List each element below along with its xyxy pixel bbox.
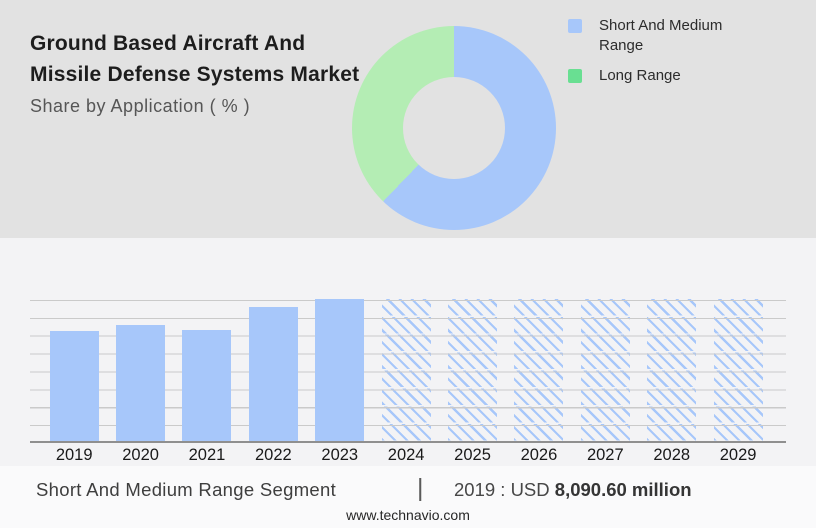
legend: Short And Medium Range Long Range (568, 16, 757, 86)
bar-2021 (182, 330, 232, 441)
separator-bar: | (417, 474, 424, 502)
donut-hole (403, 77, 505, 179)
value-line: 2019 : USD 8,090.60 million (454, 479, 692, 501)
page-title-line1: Ground Based Aircraft And (30, 32, 306, 55)
year-label-2026: 2026 (520, 446, 558, 464)
website-url: www.technavio.com (346, 507, 470, 523)
year-label-2019: 2019 (55, 446, 93, 464)
page-title-line2: Missile Defense Systems Market (30, 63, 360, 86)
year-labels: 2019 2020 2021 2022 2023 2024 2025 2026 2027 2028… (41, 446, 771, 465)
legend-label: Long Range (599, 67, 681, 84)
year-label-2028: 2028 (653, 446, 691, 464)
bar-2023 (315, 299, 365, 441)
legend-label: Short And Medium Range (599, 17, 723, 54)
year-label-2024: 2024 (387, 446, 425, 464)
bar-chart (30, 299, 786, 443)
year-label-2029: 2029 (719, 446, 757, 464)
legend-item-long-range: Long Range (568, 66, 757, 86)
legend-swatch-blue-icon (568, 19, 582, 33)
year-label-2025: 2025 (454, 446, 491, 464)
header-section: Ground Based Aircraft And Missile Defens… (0, 0, 816, 238)
legend-item-short-medium-range: Short And Medium Range (568, 16, 757, 56)
footer-band: Short And Medium Range Segment | 2019 : … (0, 466, 816, 528)
year-label-2020: 2020 (122, 446, 159, 464)
bar-2022 (248, 307, 298, 441)
value-prefix: 2019 : USD (454, 479, 555, 500)
chart-subtitle: Share by Application ( % ) (30, 96, 251, 116)
value-amount: 8,090.60 million (554, 479, 692, 500)
year-label-2021: 2021 (188, 446, 226, 464)
bar-2019 (49, 331, 99, 441)
legend-swatch-green-icon (568, 69, 582, 83)
bar-chart-section: 2019 2020 2021 2022 2023 2024 2025 2026 2027 2028… (0, 238, 816, 528)
year-label-2027: 2027 (586, 446, 624, 464)
year-label-2023: 2023 (321, 446, 359, 464)
year-label-2022: 2022 (255, 446, 292, 464)
title-block: Ground Based Aircraft And Missile Defens… (30, 28, 360, 117)
segment-label: Short And Medium Range Segment (36, 479, 337, 500)
bar-2020 (116, 325, 166, 441)
donut-chart (352, 26, 556, 230)
